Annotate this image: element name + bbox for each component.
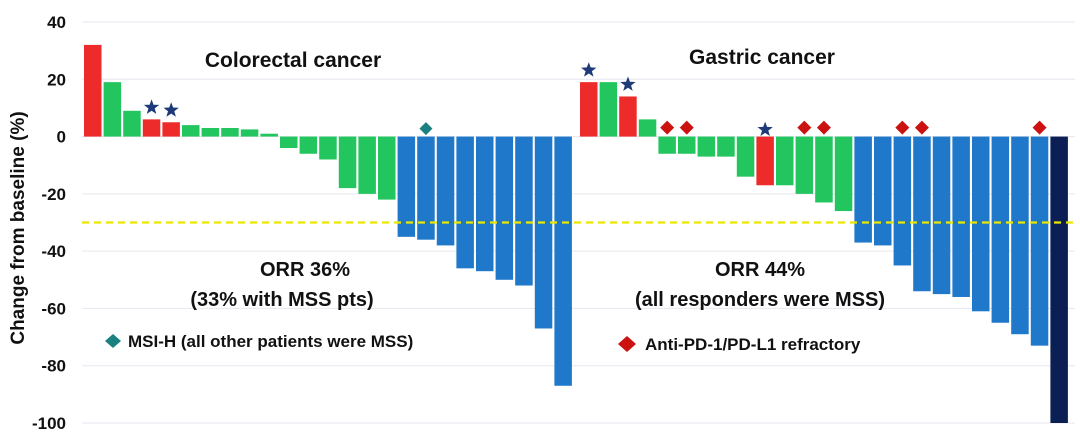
bar-progressive bbox=[162, 122, 180, 137]
gastric-orr-detail: (all responders were MSS) bbox=[635, 289, 885, 311]
bar-stable bbox=[280, 136, 298, 149]
refractory-marker-icon bbox=[679, 120, 694, 135]
bar-partial-response bbox=[417, 136, 435, 240]
bar-partial-response bbox=[854, 136, 872, 243]
bar-stable bbox=[736, 136, 755, 177]
bar-stable bbox=[776, 136, 794, 186]
bar-partial-response bbox=[397, 136, 416, 237]
star-marker-icon bbox=[620, 76, 636, 91]
bar-partial-response bbox=[874, 136, 892, 246]
bar-partial-response bbox=[991, 136, 1010, 323]
bar-stable bbox=[795, 136, 814, 194]
y-tick-label: -80 bbox=[41, 357, 66, 376]
star-marker-icon bbox=[143, 99, 160, 114]
bar-partial-response bbox=[1030, 136, 1049, 346]
y-tick-label: -20 bbox=[41, 185, 66, 204]
bar-partial-response bbox=[893, 136, 912, 266]
refractory-marker-icon bbox=[895, 120, 910, 135]
msi-legend-label: MSI-H (all other patients were MSS) bbox=[128, 332, 413, 351]
bar-partial-response bbox=[1011, 136, 1029, 335]
bar-stable bbox=[103, 82, 122, 137]
bar-stable bbox=[358, 136, 376, 194]
y-tick-label: -40 bbox=[41, 242, 66, 261]
refractory-marker-icon bbox=[797, 120, 812, 135]
bar-partial-response bbox=[495, 136, 514, 280]
bar-stable bbox=[123, 110, 141, 137]
msi-legend-marker-icon bbox=[105, 334, 121, 348]
bar-stable bbox=[658, 136, 676, 154]
bar-partial-response bbox=[554, 136, 572, 386]
y-tick-label: -60 bbox=[41, 299, 66, 318]
bar-partial-response bbox=[534, 136, 553, 329]
bar-stable bbox=[260, 133, 278, 137]
y-tick-label: 40 bbox=[47, 13, 66, 32]
bar-partial-response bbox=[456, 136, 474, 269]
bar-stable bbox=[834, 136, 853, 212]
y-tick-label: 0 bbox=[57, 128, 66, 147]
bar-partial-response bbox=[515, 136, 533, 286]
bar-stable bbox=[338, 136, 357, 189]
y-axis-label: Change from baseline (%) bbox=[8, 111, 29, 344]
bar-partial-response bbox=[952, 136, 970, 297]
bar-progressive bbox=[580, 82, 598, 137]
colorectal-panel-title: Colorectal cancer bbox=[205, 49, 381, 72]
bar-progressive bbox=[756, 136, 774, 186]
bar-partial-response bbox=[913, 136, 931, 292]
star-marker-icon bbox=[581, 62, 597, 77]
bar-progressive bbox=[84, 44, 102, 137]
bar-partial-response bbox=[932, 136, 951, 295]
bar-progressive bbox=[142, 119, 161, 137]
bar-complete-response bbox=[1050, 136, 1068, 424]
y-tick-label: 20 bbox=[47, 70, 66, 89]
refractory-marker-icon bbox=[816, 120, 831, 135]
bar-stable bbox=[697, 136, 716, 157]
bar-stable bbox=[815, 136, 833, 203]
refractory-marker-icon bbox=[914, 120, 929, 135]
y-tick-label: -100 bbox=[32, 414, 66, 433]
refractory-marker-icon bbox=[660, 120, 675, 135]
colorectal-orr-detail: (33% with MSS pts) bbox=[190, 289, 373, 311]
bar-stable bbox=[638, 119, 657, 137]
bar-stable bbox=[299, 136, 318, 154]
bar-stable bbox=[201, 127, 220, 137]
bar-stable bbox=[678, 136, 696, 154]
colorectal-orr: ORR 36% bbox=[260, 259, 350, 281]
refractory-marker-icon bbox=[1032, 120, 1047, 135]
star-marker-icon bbox=[757, 121, 773, 136]
bar-stable bbox=[221, 127, 239, 137]
gastric-panel-title: Gastric cancer bbox=[689, 46, 835, 69]
bar-progressive bbox=[619, 96, 637, 137]
bar-partial-response bbox=[476, 136, 494, 272]
bar-stable bbox=[717, 136, 735, 157]
msi-marker-icon bbox=[419, 122, 433, 136]
gastric-orr: ORR 44% bbox=[715, 259, 805, 281]
bar-stable bbox=[378, 136, 396, 200]
bar-partial-response bbox=[972, 136, 990, 312]
refractory-legend-marker-icon bbox=[618, 336, 636, 352]
bar-stable bbox=[319, 136, 337, 160]
star-marker-icon bbox=[163, 102, 179, 117]
bar-partial-response bbox=[436, 136, 455, 246]
bar-stable bbox=[240, 129, 259, 137]
bar-stable bbox=[182, 125, 200, 137]
refractory-legend-label: Anti-PD-1/PD-L1 refractory bbox=[645, 335, 861, 354]
bar-stable bbox=[599, 82, 618, 137]
